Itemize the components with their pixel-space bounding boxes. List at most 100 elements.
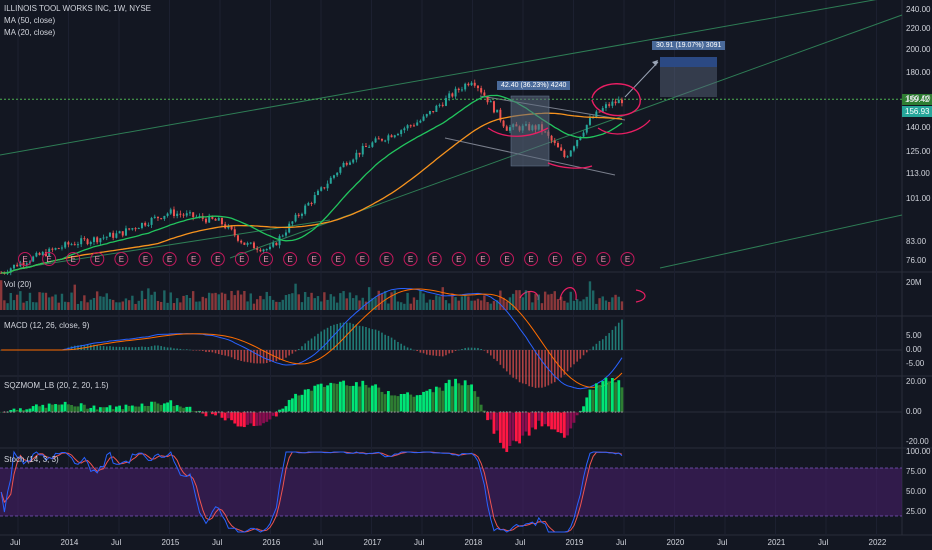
macd-histogram-bar bbox=[93, 344, 95, 350]
volume-bar bbox=[611, 297, 614, 310]
sqz-dot bbox=[387, 411, 390, 413]
sqz-dot bbox=[435, 411, 438, 413]
price-axis-tick: 101.00 bbox=[906, 193, 931, 203]
ma50-legend[interactable]: MA (50, close) bbox=[4, 16, 56, 25]
macd-histogram-bar bbox=[429, 350, 431, 356]
macd-histogram-bar bbox=[467, 347, 470, 350]
arc-annotation-right bbox=[597, 119, 651, 135]
sqz-bar bbox=[447, 379, 451, 412]
volume-bar bbox=[591, 290, 595, 310]
sqz-dot bbox=[467, 411, 470, 413]
volume-bar bbox=[137, 300, 140, 310]
sqz-bar bbox=[226, 412, 230, 419]
candle-body bbox=[316, 190, 319, 196]
sqz-bar bbox=[329, 382, 333, 412]
macd-histogram-bar bbox=[454, 350, 457, 351]
sqz-dot bbox=[137, 411, 140, 413]
earnings-marker bbox=[500, 252, 514, 266]
macd-panel bbox=[0, 288, 902, 390]
sqz-dot bbox=[336, 411, 339, 413]
sqz-dot bbox=[342, 411, 345, 413]
sqz-dot bbox=[198, 411, 201, 413]
ma20-legend[interactable]: MA (20, close) bbox=[4, 28, 56, 37]
price-axis-tick: 180.00 bbox=[906, 67, 931, 77]
volume-bar bbox=[182, 295, 185, 310]
earnings-marker-label: E bbox=[601, 255, 606, 264]
volume-bar bbox=[284, 295, 288, 310]
candle-body bbox=[508, 127, 511, 131]
sqz-dot bbox=[358, 411, 361, 413]
trend-channel-upper bbox=[0, 0, 877, 156]
sqz-dot bbox=[381, 411, 383, 413]
sqz-bar bbox=[66, 404, 70, 412]
volume-bar bbox=[230, 290, 233, 310]
sqz-dot bbox=[528, 411, 531, 413]
volume-bar bbox=[60, 293, 64, 310]
volume-bar bbox=[303, 292, 307, 310]
sqz-bar bbox=[342, 380, 345, 412]
volume-bar bbox=[351, 298, 355, 310]
time-axis-label: Jul bbox=[717, 538, 728, 547]
candle-body bbox=[86, 239, 89, 245]
volume-bar bbox=[201, 296, 204, 310]
macd-histogram-bar bbox=[589, 349, 591, 351]
sqz-dot bbox=[262, 411, 265, 413]
macd-histogram-bar bbox=[326, 327, 329, 350]
volume-bar bbox=[108, 299, 112, 310]
earnings-marker-label: E bbox=[456, 255, 461, 264]
volume-bar bbox=[457, 300, 460, 310]
volume-bar bbox=[559, 296, 563, 310]
volume-bar bbox=[447, 303, 451, 310]
sqz-dot bbox=[544, 411, 547, 413]
sqz-bar bbox=[585, 397, 589, 412]
sqz-bar bbox=[476, 396, 480, 412]
macd-histogram-bar bbox=[96, 345, 98, 350]
sqz-bar bbox=[534, 412, 537, 430]
macd-histogram-bar bbox=[416, 350, 418, 352]
volume-bar bbox=[419, 290, 422, 310]
volume-bar bbox=[486, 302, 489, 310]
volume-bar bbox=[147, 288, 150, 310]
volume-bar bbox=[25, 301, 28, 310]
volume-bar bbox=[172, 303, 176, 310]
macd-histogram-bar bbox=[537, 350, 540, 388]
sqz-title[interactable]: SQZMOM_LB (20, 2, 20, 1.5) bbox=[4, 381, 109, 390]
measure-label-2[interactable]: 30.91 (19.07%) 3091 bbox=[652, 41, 726, 50]
macd-histogram-bar bbox=[205, 350, 207, 353]
sqz-bar bbox=[511, 412, 515, 441]
macd-histogram-bar bbox=[73, 345, 76, 350]
sqz-bar bbox=[258, 412, 262, 426]
macd-histogram-bar bbox=[592, 346, 594, 350]
candle-body bbox=[608, 104, 611, 106]
sqz-bar bbox=[390, 395, 393, 412]
sqz-bar bbox=[492, 412, 496, 434]
sqz-dot bbox=[323, 411, 326, 413]
vol-title[interactable]: Vol (20) bbox=[4, 280, 32, 289]
sqz-dot bbox=[470, 411, 473, 413]
macd-histogram-bar bbox=[195, 350, 198, 351]
measure-label-1[interactable]: 42.40 (36.23%) 4240 bbox=[497, 81, 571, 90]
volume-bar bbox=[595, 303, 598, 310]
volume-bar bbox=[63, 301, 67, 310]
symbol-title[interactable]: ILLINOIS TOOL WORKS INC, 1W, NYSE bbox=[4, 4, 151, 13]
earnings-marker bbox=[162, 252, 177, 266]
sqz-bar bbox=[9, 409, 13, 412]
stoch-title[interactable]: Stoch (14, 3, 3) bbox=[4, 455, 59, 464]
candle-body bbox=[598, 111, 601, 113]
sqz-dot bbox=[195, 411, 198, 413]
candle-body bbox=[112, 232, 115, 238]
sqz-dot bbox=[233, 411, 236, 413]
sqz-bar bbox=[127, 405, 131, 412]
volume-bar bbox=[329, 294, 332, 310]
candle-body bbox=[208, 215, 211, 223]
candle-body bbox=[275, 242, 278, 246]
sqz-bar bbox=[223, 412, 227, 421]
volume-bar bbox=[550, 293, 553, 310]
earnings-marker-label: E bbox=[504, 255, 509, 264]
sqz-dot bbox=[422, 411, 425, 413]
stoch-k-line bbox=[0, 450, 623, 533]
sqz-bar bbox=[137, 406, 141, 412]
earnings-marker bbox=[451, 252, 466, 266]
macd-title[interactable]: MACD (12, 26, close, 9) bbox=[4, 321, 90, 330]
